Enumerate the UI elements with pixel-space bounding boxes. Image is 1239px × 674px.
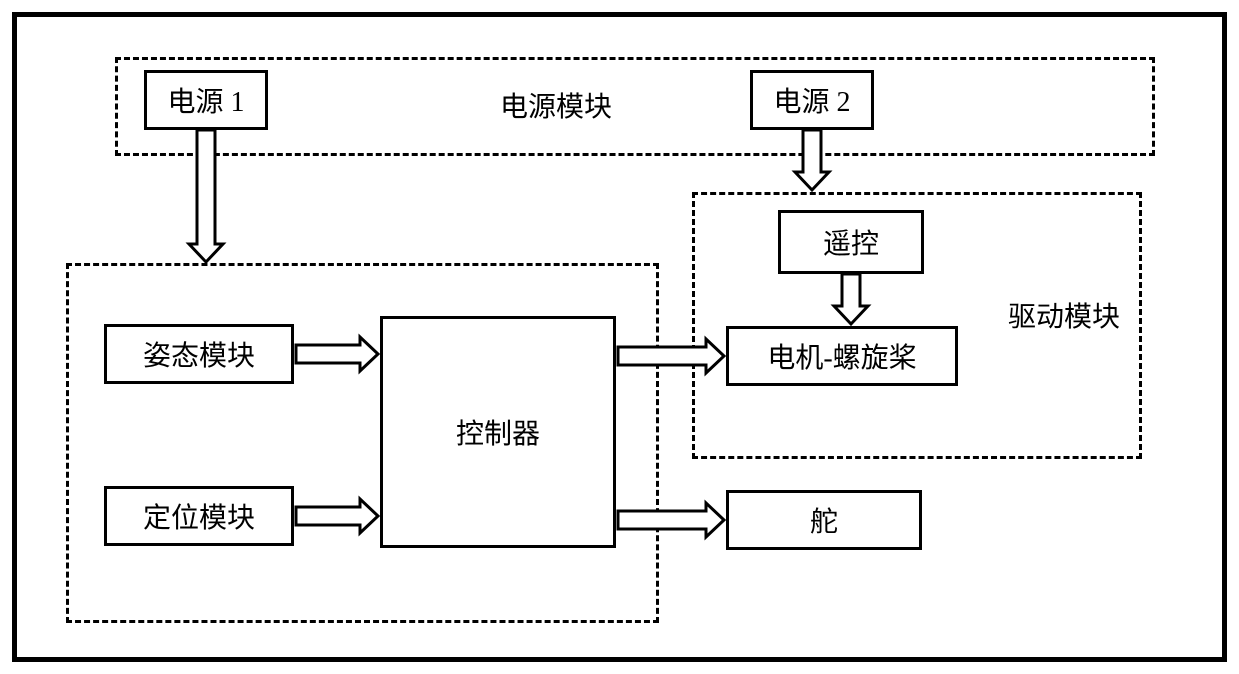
node-position: 定位模块: [104, 486, 294, 546]
node-controller: 控制器: [380, 316, 616, 548]
node-label-position: 定位模块: [143, 496, 255, 536]
arrow-power1-to-control: [189, 130, 223, 264]
node-label-rudder: 舵: [810, 500, 838, 540]
arrow-ctrl-to-motor: [618, 339, 726, 373]
node-power2: 电源 2: [750, 70, 874, 130]
node-label-motor_prop: 电机-螺旋桨: [767, 336, 916, 376]
node-label-power1: 电源 1: [167, 80, 244, 120]
node-label-remote: 遥控: [823, 222, 879, 262]
arrow-position-to-ctrl: [296, 499, 380, 533]
arrow-ctrl-to-rudder: [618, 503, 726, 537]
node-power1: 电源 1: [144, 70, 268, 130]
group-power_module: [115, 57, 1155, 156]
arrow-attitude-to-ctrl: [296, 337, 380, 371]
node-remote: 遥控: [778, 210, 924, 274]
arrow-remote-to-motor: [834, 274, 868, 326]
node-rudder: 舵: [726, 490, 922, 550]
group-label-power_module: 电源模块: [500, 85, 612, 125]
node-motor_prop: 电机-螺旋桨: [726, 326, 958, 386]
node-label-power2: 电源 2: [773, 80, 850, 120]
group-label-drive_module: 驱动模块: [1008, 295, 1120, 335]
node-label-controller: 控制器: [456, 412, 540, 452]
node-label-attitude: 姿态模块: [143, 334, 255, 374]
arrow-power2-to-drive: [795, 130, 829, 192]
node-attitude: 姿态模块: [104, 324, 294, 384]
